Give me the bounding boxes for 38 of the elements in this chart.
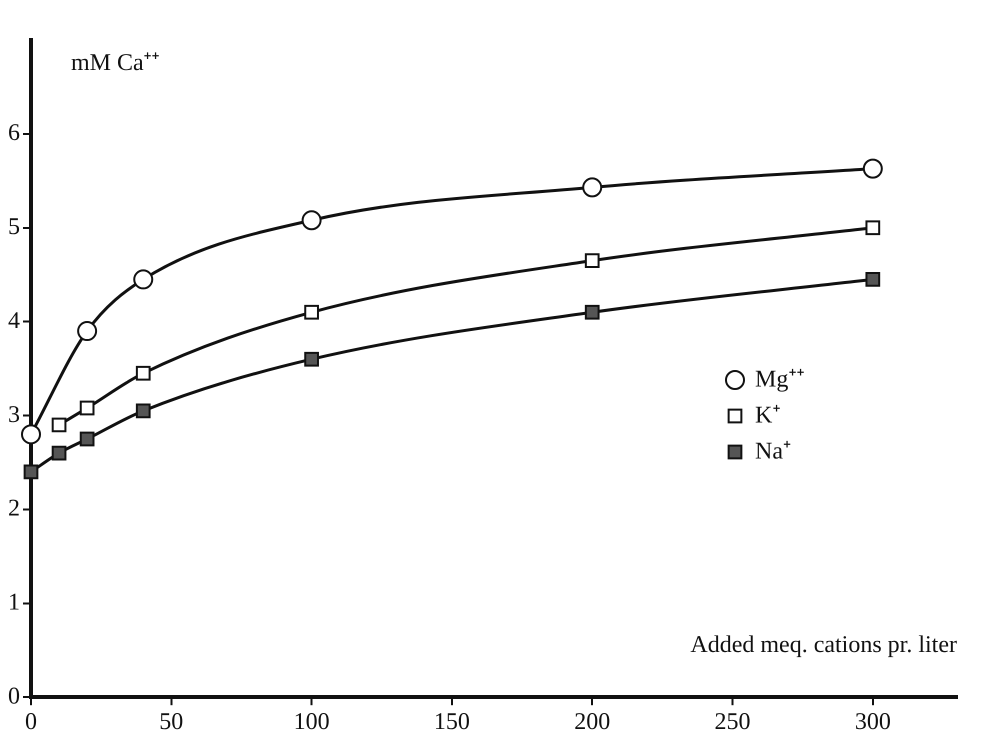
y-tick-label: 2 [8,496,20,522]
x-axis-title: Added meq. cations pr. liter [690,632,957,658]
y-tick-label: 0 [8,683,20,710]
x-tick-label: 150 [434,708,470,735]
point [862,158,883,179]
y-axis-title: mM Ca⁺⁺ [71,50,160,76]
point [584,253,600,268]
point [304,352,319,367]
point [24,464,38,480]
point [582,177,602,198]
point [302,210,322,230]
x-tick-label: 300 [854,708,891,735]
y-tick-label: 3 [8,402,20,428]
x-tick-label: 0 [25,708,37,735]
x-tick-label: 100 [294,708,330,735]
point [80,432,94,446]
point [865,220,880,236]
point [52,446,66,460]
point [304,304,319,320]
point [52,418,66,432]
y-tick-label: 1 [8,590,20,616]
legend-label: Na⁺ [755,438,791,464]
point [865,272,880,287]
x-tick-label: 200 [574,708,610,735]
point [133,269,154,290]
point [21,424,41,444]
x-tick-label: 250 [714,708,751,735]
legend-label: Mg⁺⁺ [755,366,804,392]
y-tick-label: 6 [8,120,20,146]
legend-label: K⁺ [755,402,780,428]
point [136,403,151,418]
x-tick-label: 50 [159,708,184,735]
point [136,366,151,381]
y-tick-label: 5 [8,214,20,240]
point [584,304,600,320]
y-tick-label: 4 [8,308,20,334]
point [77,321,98,342]
point [80,400,94,416]
